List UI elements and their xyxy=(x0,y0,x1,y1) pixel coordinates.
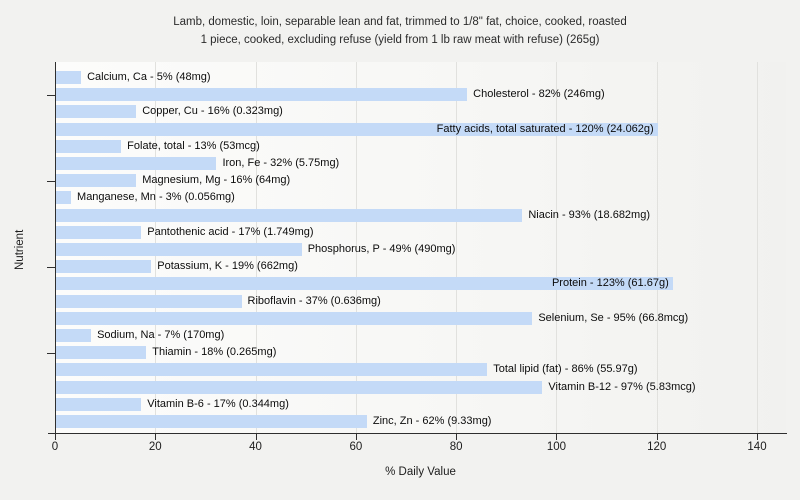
bar xyxy=(56,311,533,325)
x-tick-label: 20 xyxy=(148,441,162,453)
bar xyxy=(56,105,137,119)
bar-row: Cholesterol - 82% (246mg) xyxy=(56,86,786,103)
bar-label: Riboflavin - 37% (0.636mg) xyxy=(247,294,381,307)
chart-title-line1: Lamb, domestic, loin, separable lean and… xyxy=(173,16,627,28)
bar-label: Thiamin - 18% (0.265mg) xyxy=(152,346,277,359)
bar-label: Vitamin B-6 - 17% (0.344mg) xyxy=(147,397,289,410)
bar-row: Total lipid (fat) - 86% (55.97g) xyxy=(56,361,786,378)
bar xyxy=(56,260,152,274)
bar-label: Zinc, Zn - 62% (9.33mg) xyxy=(372,415,492,427)
chart-title: Lamb, domestic, loin, separable lean and… xyxy=(0,13,800,49)
bar xyxy=(56,363,488,377)
bar-label: Total lipid (fat) - 86% (55.97g) xyxy=(493,363,638,376)
bar xyxy=(56,243,302,256)
bar-row: Fatty acids, total saturated - 120% (24.… xyxy=(56,121,786,138)
x-axis-line xyxy=(48,433,787,434)
bar xyxy=(56,157,217,170)
bar xyxy=(56,294,242,308)
bar-label: Niacin - 93% (18.682mg) xyxy=(528,208,650,221)
y-axis-title-text: Nutrient xyxy=(14,229,26,270)
gridline xyxy=(656,62,658,433)
chart-title-line2: 1 piece, cooked, excluding refuse (yield… xyxy=(200,34,600,46)
x-tick-label: 120 xyxy=(647,441,667,453)
x-tick xyxy=(255,434,257,440)
bar xyxy=(56,139,122,153)
bar-label: Magnesium, Mg - 16% (64mg) xyxy=(142,174,291,187)
bar-row: Sodium, Na - 7% (170mg) xyxy=(56,327,786,344)
bar xyxy=(56,397,142,411)
bar xyxy=(56,415,367,428)
x-tick xyxy=(355,434,357,440)
bar-label: Manganese, Mn - 3% (0.056mg) xyxy=(77,191,235,204)
bar-row: Vitamin B-12 - 97% (5.83mcg) xyxy=(56,379,786,396)
bar-row: Thiamin - 18% (0.265mg) xyxy=(56,344,786,361)
bar-label: Selenium, Se - 95% (66.8mcg) xyxy=(538,311,689,324)
bar-label: Phosphorus, P - 49% (490mg) xyxy=(307,243,456,255)
bar-row: Potassium, K - 19% (662mg) xyxy=(56,258,786,275)
bar xyxy=(56,277,673,291)
x-tick xyxy=(757,434,758,440)
x-axis-title: % Daily Value xyxy=(385,466,456,478)
bar-row: Riboflavin - 37% (0.636mg) xyxy=(56,293,786,310)
bar-row: Calcium, Ca - 5% (48mg) xyxy=(56,69,786,86)
x-tick-label: 140 xyxy=(747,441,767,453)
bar-label: Calcium, Ca - 5% (48mg) xyxy=(87,71,211,83)
x-tick xyxy=(155,434,157,440)
bar xyxy=(56,329,92,342)
bar-label: Protein - 123% (61.67g) xyxy=(551,277,669,290)
bar-row: Phosphorus, P - 49% (490mg) xyxy=(56,241,786,258)
bar-row: Protein - 123% (61.67g) xyxy=(56,275,786,292)
y-tick xyxy=(47,266,55,268)
bar-row: Manganese, Mn - 3% (0.056mg) xyxy=(56,189,786,206)
bar-label: Potassium, K - 19% (662mg) xyxy=(157,260,298,273)
bar-label: Cholesterol - 82% (246mg) xyxy=(473,88,605,101)
x-tick-label: 100 xyxy=(546,441,567,453)
bar xyxy=(56,88,468,102)
bar-row: Magnesium, Mg - 16% (64mg) xyxy=(56,172,786,189)
plot-area: Calcium, Ca - 5% (48mg) Cholesterol - 82%… xyxy=(55,62,786,433)
y-tick xyxy=(47,352,55,354)
bar xyxy=(56,71,82,84)
x-tick-label: 0 xyxy=(51,441,59,453)
bar-label: Vitamin B-12 - 97% (5.83mcg) xyxy=(548,380,696,393)
bar-label: Folate, total - 13% (53mcg) xyxy=(127,139,260,152)
x-tick xyxy=(456,434,458,440)
bar-label: Copper, Cu - 16% (0.323mg) xyxy=(142,105,283,118)
gridline xyxy=(757,62,758,433)
x-tick-label: 80 xyxy=(449,441,463,453)
bar-label: Sodium, Na - 7% (170mg) xyxy=(97,329,225,341)
y-tick xyxy=(47,180,55,182)
x-tick-label: 40 xyxy=(249,441,262,453)
bar xyxy=(56,191,72,205)
bar xyxy=(56,346,147,360)
bar-row: Zinc, Zn - 62% (9.33mg) xyxy=(56,413,786,430)
bar-label: Iron, Fe - 32% (5.75mg) xyxy=(222,157,340,169)
x-tick xyxy=(556,434,558,440)
bar-row: Pantothenic acid - 17% (1.749mg) xyxy=(56,224,786,241)
bar xyxy=(56,380,543,394)
x-tick-label: 60 xyxy=(349,441,363,453)
x-tick xyxy=(55,434,56,440)
bar xyxy=(56,174,137,188)
bar-row: Folate, total - 13% (53mcg) xyxy=(56,138,786,155)
bar-row: Copper, Cu - 16% (0.323mg) xyxy=(56,103,786,120)
bar xyxy=(56,208,523,222)
bar xyxy=(56,225,142,239)
bar xyxy=(56,122,658,136)
bar-row: Iron, Fe - 32% (5.75mg) xyxy=(56,155,786,172)
bar-row: Selenium, Se - 95% (66.8mcg) xyxy=(56,310,786,327)
bar-label: Fatty acids, total saturated - 120% (24.… xyxy=(436,122,654,135)
bar-row: Niacin - 93% (18.682mg) xyxy=(56,207,786,224)
gridline xyxy=(355,62,357,433)
bar-row: Vitamin B-6 - 17% (0.344mg) xyxy=(56,396,786,413)
x-tick xyxy=(656,434,658,440)
gridline xyxy=(456,62,458,433)
gridline xyxy=(556,62,558,433)
y-tick xyxy=(47,94,55,96)
bar-label: Pantothenic acid - 17% (1.749mg) xyxy=(147,225,314,238)
